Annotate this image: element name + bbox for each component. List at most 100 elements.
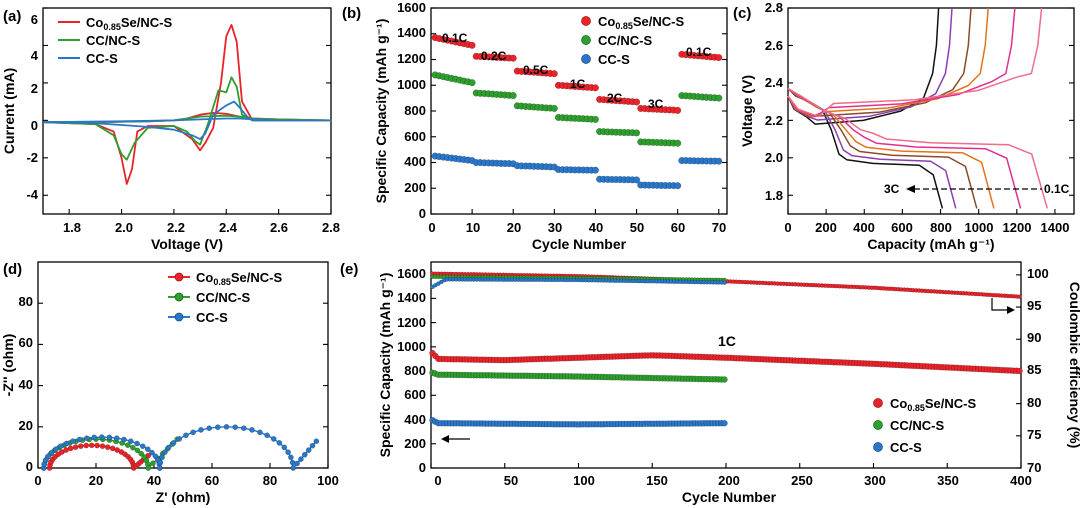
nyquist-point-red (104, 444, 111, 450)
rate-point-red (550, 70, 558, 78)
nyquist-point-red (83, 442, 90, 449)
nyquist-point-blue (48, 449, 55, 456)
nyquist-point-blue (214, 424, 221, 431)
e-y2tick: 85 (1027, 362, 1041, 377)
e-ytick: 1600 (397, 266, 426, 281)
nyquist-point-blue (301, 451, 308, 458)
d-legend-label: CC/NC-S (196, 290, 250, 305)
rate-point-blue (633, 176, 641, 184)
nyquist-point-blue (170, 440, 177, 446)
rate-point-green (591, 115, 599, 123)
nyquist-point-blue (134, 440, 140, 447)
panel-a: (a) 1.8 2.0 2.2 2.4 2.6 2.8 -4 -2 0 2 4 … (1, 7, 340, 252)
b-rate-label: 0.1C (442, 31, 468, 45)
e-legend-marker-green (873, 420, 883, 430)
rate-point-green (633, 129, 641, 137)
b-legend: Co0.85Se/NC-S CC/NC-S CC-S (581, 14, 684, 67)
a-xtick: 2.4 (219, 220, 238, 235)
a-ytick: -4 (26, 187, 38, 202)
rate-point-blue (674, 182, 682, 190)
c-ytick: 2.2 (765, 113, 783, 128)
b-legend-marker-blue (581, 54, 591, 64)
b-ytick: 200 (404, 180, 426, 195)
e-legend-label: CC-S (890, 440, 922, 455)
nyquist-point-blue (52, 446, 59, 453)
b-rate-label: 0.2C (481, 49, 507, 63)
e-y2tick: 70 (1027, 460, 1041, 475)
nyquist-point-blue (294, 460, 300, 467)
b-ytick: 800 (404, 103, 426, 118)
nyquist-point-red (99, 443, 106, 449)
a-legend: Co0.85Se/NC-S CC/NC-S CC-S (58, 15, 172, 66)
d-legend: Co0.85Se/NC-S CC/NC-S CC-S (168, 270, 282, 325)
e-y2tick: 95 (1027, 298, 1041, 313)
capacity-point-blue (721, 419, 728, 427)
panel-a-label: (a) (3, 8, 21, 25)
e-ytick: 0 (419, 460, 426, 475)
nyquist-point-blue (298, 456, 304, 462)
nyquist-point-blue (156, 465, 163, 471)
c-annotation-01c: 0.1C (1044, 182, 1070, 196)
d-xtick: 100 (317, 473, 339, 488)
e-legend-label: CC/NC-S (890, 418, 944, 433)
b-xtick: 10 (466, 220, 480, 235)
b-xtick: 70 (712, 220, 726, 235)
c-ylabel: Voltage (V) (739, 75, 755, 147)
d-ytick: 0 (26, 459, 33, 474)
c-xtick: 400 (853, 220, 875, 235)
e-ce-arrow-head (1007, 306, 1015, 314)
nyquist-point-blue (69, 438, 76, 445)
nyquist-point-green (138, 450, 145, 457)
nyquist-point-red (77, 443, 84, 449)
d-ytick: 20 (19, 418, 33, 433)
d-xtick: 20 (89, 473, 103, 488)
e-ytick: 800 (404, 363, 426, 378)
b-ytick: 600 (404, 129, 426, 144)
rate-point-blue (715, 157, 723, 165)
cv-curve-blue (42, 100, 332, 141)
d-legend-marker-blue (174, 312, 184, 322)
a-legend-label: CC/NC-S (86, 33, 140, 48)
e-xtick: 50 (504, 473, 518, 488)
a-legend-label: CC-S (86, 51, 118, 66)
d-xtick: 80 (263, 473, 277, 488)
d-ytick: 80 (19, 294, 33, 309)
e-y2label: Coulombic efficiency (%) (1067, 282, 1080, 448)
nyquist-point-blue (223, 423, 230, 430)
e-xtick: 200 (718, 473, 740, 488)
a-xlabel: Voltage (V) (151, 236, 223, 252)
nyquist-point-blue (157, 459, 164, 466)
rate-point-green (550, 104, 558, 112)
e-ytick: 1400 (397, 290, 426, 305)
b-ylabel: Specific Capacity (mAh g⁻¹) (373, 19, 389, 204)
b-ytick: 1600 (397, 0, 426, 15)
e-ytick: 400 (404, 412, 426, 427)
panel-d-frame (37, 261, 329, 469)
nyquist-point-blue (249, 427, 255, 433)
nyquist-point-red (72, 444, 79, 450)
e-ytick: 1200 (397, 315, 426, 330)
a-xtick: 1.8 (63, 220, 81, 235)
panel-d: (d) 0 20 40 60 80 100 0 20 40 60 80 Z' (… (0, 261, 339, 505)
b-rate-label: 0.5C (523, 63, 549, 77)
d-xtick: 0 (34, 473, 41, 488)
b-ytick: 0 (419, 206, 426, 221)
nyquist-point-blue (149, 449, 155, 456)
panel-e: (e) 0 50 100 150 200 250 300 350 400 0 2… (340, 261, 1080, 505)
a-ytick: 4 (31, 48, 39, 63)
a-legend-label-co085se: Co0.85Se/NC-S (86, 15, 172, 32)
e-y2tick: 75 (1027, 427, 1041, 442)
c-ytick: 2.6 (765, 38, 783, 53)
panel-c-frame (787, 7, 1075, 215)
rate-point-red (468, 41, 476, 49)
panel-e-label: (e) (340, 261, 358, 278)
rate-point-green (674, 139, 682, 147)
a-ytick: 0 (31, 118, 38, 133)
e-xtick: 0 (434, 473, 441, 488)
rate-point-green (715, 94, 723, 102)
nyquist-point-blue (313, 438, 320, 445)
c-xtick: 1400 (1041, 220, 1070, 235)
nyquist-point-blue (240, 425, 247, 432)
capacity-point-green (721, 376, 728, 383)
b-xtick: 60 (671, 220, 685, 235)
